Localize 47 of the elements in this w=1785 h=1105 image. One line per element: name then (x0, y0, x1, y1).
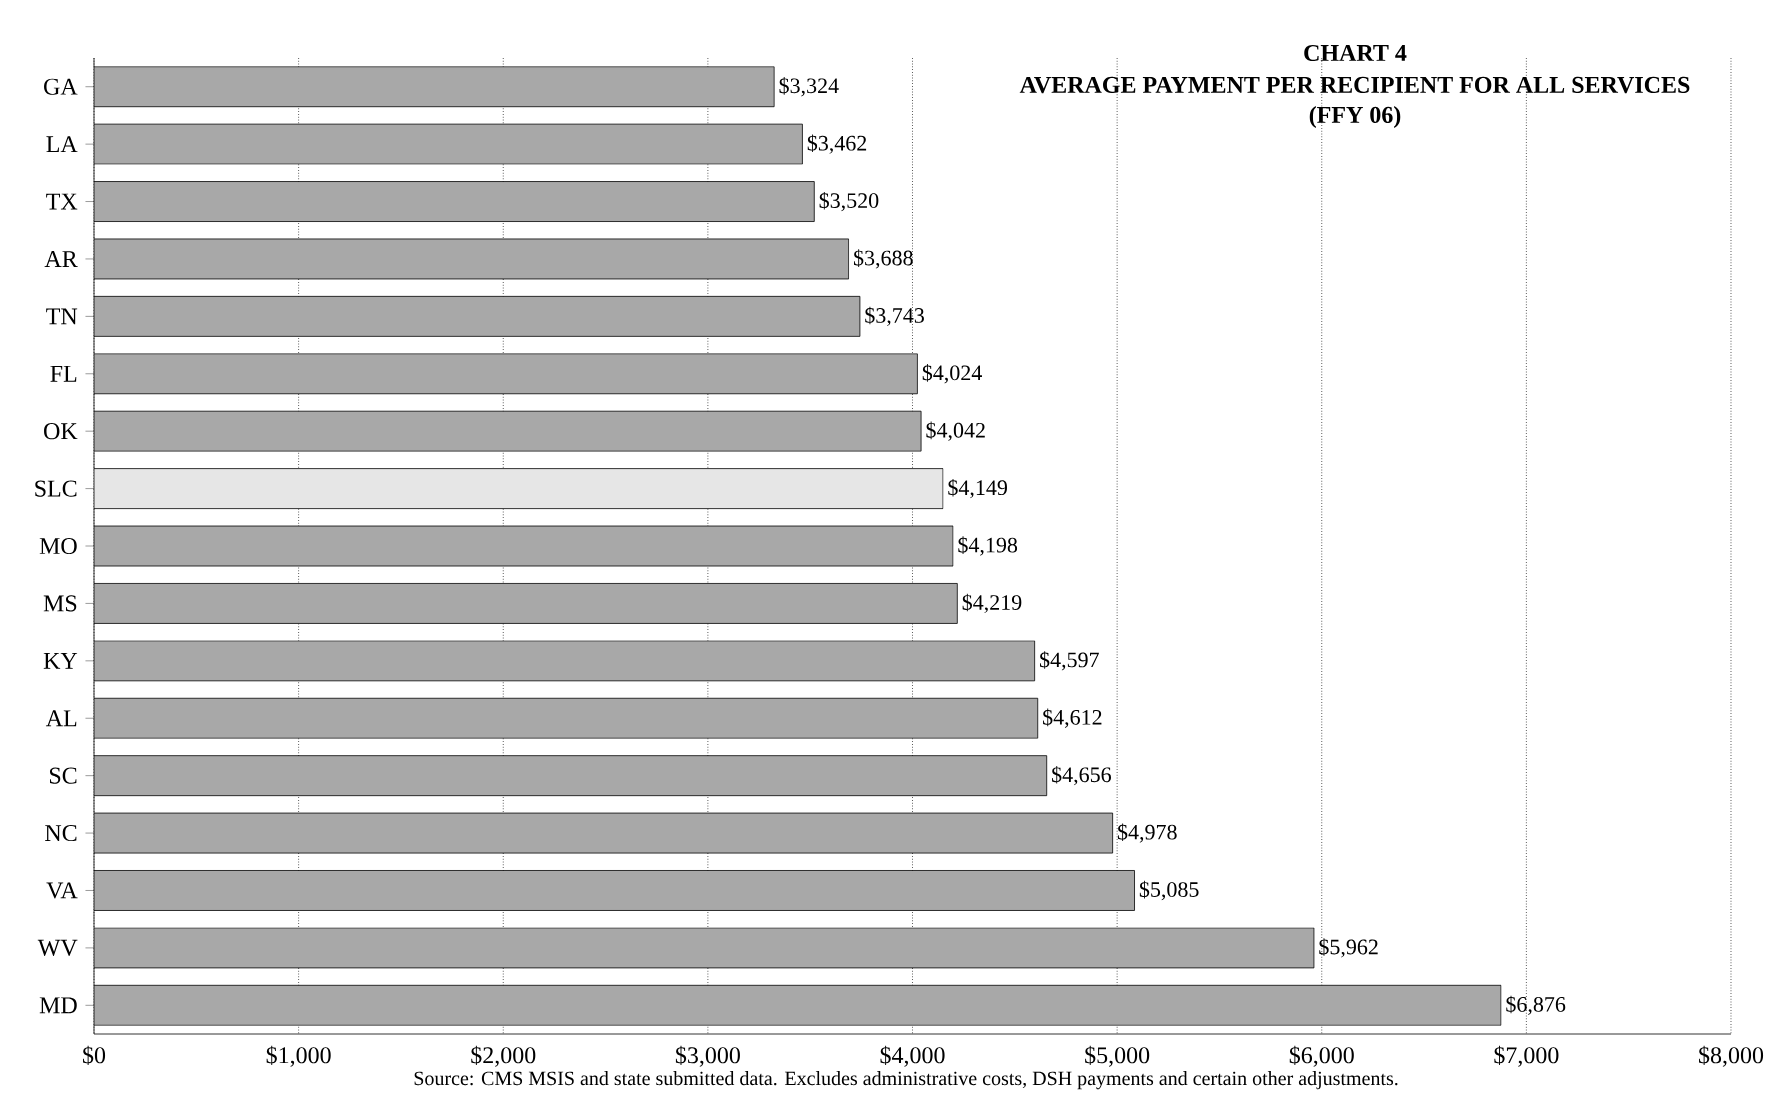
data-label: $5,085 (1139, 880, 1199, 901)
x-tick-label: $3,000 (675, 1045, 740, 1067)
data-label: $5,962 (1319, 938, 1378, 958)
data-label: $4,597 (1040, 651, 1099, 671)
data-label: $4,198 (958, 536, 1018, 556)
data-label: $4,978 (1117, 823, 1177, 843)
data-label: $4,656 (1052, 766, 1111, 786)
data-label: $3,688 (854, 249, 913, 269)
data-label: $4,149 (948, 478, 1007, 499)
y-tick-label: TN (46, 308, 78, 325)
y-tick-label: LA (46, 136, 78, 153)
x-tick-label: $1,000 (266, 1045, 331, 1067)
x-tick-label: $5,000 (1085, 1045, 1150, 1067)
data-label: $4,024 (922, 364, 982, 384)
y-tick-label: VA (46, 882, 78, 899)
data-label: $4,042 (926, 421, 985, 441)
source-note: Source: CMS MSIS and state submitted data. Excludes administrative costs, DSH payments and certain other adjustments. (414, 1071, 1398, 1090)
y-tick-label: AL (45, 710, 77, 727)
y-tick-label: MS (43, 595, 77, 612)
y-tick-label: WV (37, 939, 78, 956)
y-tick-label: FL (50, 365, 77, 382)
y-tick-label: AR (44, 251, 78, 267)
x-tick-label: $7,000 (1494, 1045, 1559, 1067)
data-label: $6,876 (1506, 995, 1566, 1015)
y-tick-label: NC (45, 825, 77, 842)
y-tick-label: TX (46, 193, 78, 210)
y-tick-label: SC (49, 767, 77, 784)
text: AVERAGE PAYMENT PER RECIPIENT FOR ALL SERVICES (1019, 76, 1690, 94)
chart-title: CHART 4 (1304, 44, 1407, 62)
annotation: (FFY 06) (1309, 106, 1401, 128)
data-label: $3,743 (865, 306, 924, 327)
y-tick-label: MD (39, 997, 77, 1014)
y-tick-label: GA (44, 78, 78, 95)
data-label: $4,219 (962, 593, 1022, 614)
x-tick-label: $4,000 (880, 1045, 945, 1067)
x-tick-label: $0 (83, 1045, 106, 1065)
data-label: $3,520 (819, 191, 879, 212)
data-label: $3,324 (779, 77, 839, 97)
x-tick-label: $8,000 (1699, 1045, 1764, 1067)
y-tick-label: SLC (35, 480, 77, 497)
y-tick-label: MO (39, 537, 77, 555)
x-tick-label: $6,000 (1289, 1045, 1354, 1067)
data-label: $3,462 (807, 134, 867, 154)
y-tick-label: KY (43, 652, 78, 669)
x-tick-label: $2,000 (471, 1045, 536, 1067)
y-tick-label: OK (44, 423, 78, 440)
data-label: $4,612 (1043, 708, 1102, 728)
